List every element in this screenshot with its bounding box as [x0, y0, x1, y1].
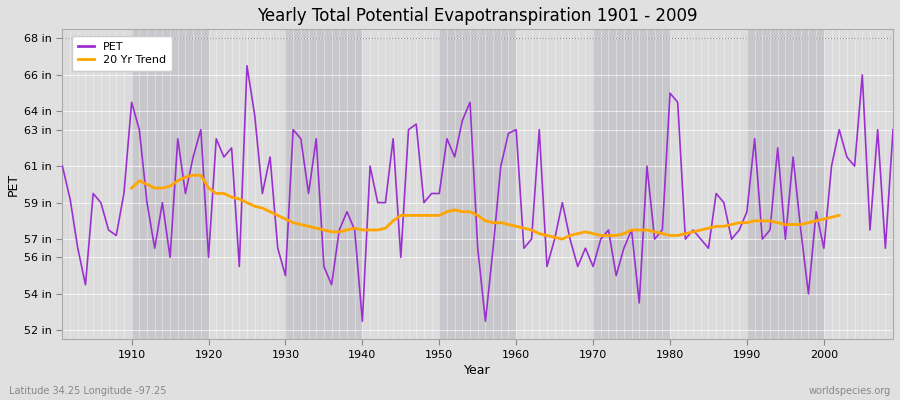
Bar	[285, 29, 363, 340]
Bar	[747, 29, 824, 340]
Bar	[209, 29, 285, 340]
Bar	[593, 29, 670, 340]
Title: Yearly Total Potential Evapotranspiration 1901 - 2009: Yearly Total Potential Evapotranspiratio…	[257, 7, 698, 25]
Bar	[824, 29, 900, 340]
Bar	[670, 29, 747, 340]
Bar	[439, 29, 517, 340]
Bar	[363, 29, 439, 340]
Text: Latitude 34.25 Longitude -97.25: Latitude 34.25 Longitude -97.25	[9, 386, 166, 396]
X-axis label: Year: Year	[464, 364, 491, 377]
Y-axis label: PET: PET	[7, 173, 20, 196]
Bar	[55, 29, 131, 340]
Bar	[131, 29, 209, 340]
Bar	[517, 29, 593, 340]
Legend: PET, 20 Yr Trend: PET, 20 Yr Trend	[72, 36, 172, 71]
Text: worldspecies.org: worldspecies.org	[809, 386, 891, 396]
